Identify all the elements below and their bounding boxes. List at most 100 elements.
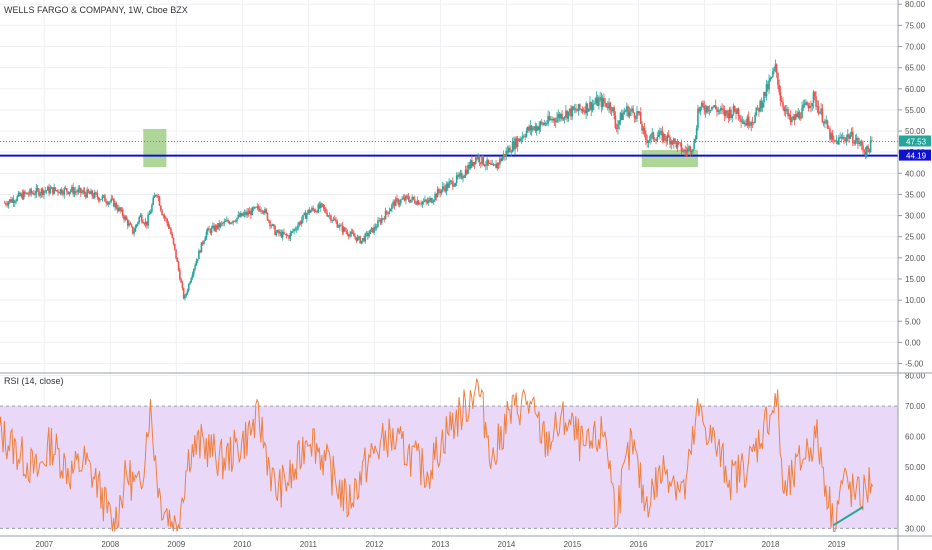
candle-body xyxy=(605,103,608,107)
candle-body xyxy=(111,198,114,200)
candle-body xyxy=(388,211,391,214)
candle-body xyxy=(717,110,720,112)
candle-body xyxy=(493,164,496,166)
candle-body xyxy=(544,123,547,125)
candle-body xyxy=(774,64,777,69)
candle-body xyxy=(854,139,857,144)
candle-body xyxy=(285,233,288,236)
candle-body xyxy=(124,216,127,220)
highlight-box xyxy=(641,150,698,167)
candle-body xyxy=(86,189,88,198)
candle-body xyxy=(612,107,614,112)
candle-body xyxy=(665,139,667,142)
candle-body xyxy=(121,209,124,216)
candle-body xyxy=(372,227,374,233)
candle-body xyxy=(519,138,521,141)
candle-body xyxy=(549,119,552,120)
candle-body xyxy=(281,231,284,238)
candle-body xyxy=(314,210,317,212)
candle-body xyxy=(373,226,375,233)
candle-body xyxy=(431,201,434,203)
candle-body xyxy=(547,115,549,124)
candle-body xyxy=(323,207,326,209)
candle-body xyxy=(844,139,847,142)
candle-body xyxy=(342,227,345,232)
candle-body xyxy=(25,192,28,194)
support-label: 44.19 xyxy=(906,152,927,161)
candle-body xyxy=(868,149,871,153)
candle-body xyxy=(88,192,91,195)
candle-body xyxy=(559,113,562,119)
candle-body xyxy=(426,201,429,203)
candle-body xyxy=(736,108,739,114)
candle-body xyxy=(718,110,721,111)
candle-body xyxy=(758,107,760,112)
candle-body xyxy=(213,225,215,231)
candle-body xyxy=(467,164,469,174)
candle-body xyxy=(92,195,95,198)
candle-body xyxy=(149,211,152,214)
candle-body xyxy=(468,164,471,169)
candle-body xyxy=(810,106,812,107)
candle-body xyxy=(162,215,165,216)
candle-body xyxy=(647,140,650,143)
candle-body xyxy=(787,108,789,117)
candle-body xyxy=(369,229,372,234)
candle-body xyxy=(754,114,756,123)
reference-lines xyxy=(0,140,898,157)
candle-body xyxy=(542,122,544,125)
candle-body xyxy=(473,162,476,164)
candle-body xyxy=(420,203,422,205)
candle-body xyxy=(686,148,689,153)
candle-body xyxy=(601,98,604,107)
candle-body xyxy=(31,193,34,194)
candle-body xyxy=(727,112,730,119)
candle-body xyxy=(832,139,835,141)
candle-body xyxy=(351,231,354,234)
candle-body xyxy=(35,187,38,195)
candle-body xyxy=(584,110,586,114)
candle-body xyxy=(657,135,660,137)
candle-body xyxy=(566,110,568,119)
candle-body xyxy=(227,220,229,222)
candle-body xyxy=(39,193,41,196)
candle-body xyxy=(38,189,40,196)
candle-body xyxy=(226,220,228,222)
candle-body xyxy=(474,157,477,164)
candle-body xyxy=(589,101,591,109)
candle-body xyxy=(706,106,708,113)
candle-body xyxy=(156,195,158,197)
candle-body xyxy=(306,213,308,219)
x-tick-label: 2016 xyxy=(630,540,648,549)
rsi-y-tick-label: 80.00 xyxy=(905,372,926,381)
candle-body xyxy=(850,131,853,136)
candle-body xyxy=(335,220,337,222)
chart-title: WELLS FARGO & COMPANY, 1W, Cboe BZX xyxy=(4,5,188,15)
last-price-label: 47.53 xyxy=(906,137,927,146)
candle-body xyxy=(689,146,692,153)
candle-body xyxy=(185,293,188,296)
candle-body xyxy=(806,102,808,106)
candle-body xyxy=(516,138,519,147)
candle-body xyxy=(355,237,358,241)
candle-body xyxy=(384,210,387,220)
candle-body xyxy=(791,119,793,123)
candle-body xyxy=(812,91,815,104)
candle-body xyxy=(777,72,779,86)
candle-body xyxy=(76,191,78,193)
candle-body xyxy=(714,105,717,109)
candle-body xyxy=(732,105,735,115)
candle-body xyxy=(641,123,643,131)
candle-body xyxy=(5,202,7,205)
candle-body xyxy=(563,116,566,118)
candle-body xyxy=(538,126,541,131)
candle-body xyxy=(161,210,163,216)
candle-body xyxy=(866,146,868,156)
candle-body xyxy=(7,202,10,206)
candle-body xyxy=(214,225,217,231)
candle-body xyxy=(274,226,276,236)
candle-body xyxy=(430,198,433,203)
candle-body xyxy=(349,233,351,237)
candle-body xyxy=(820,108,822,113)
